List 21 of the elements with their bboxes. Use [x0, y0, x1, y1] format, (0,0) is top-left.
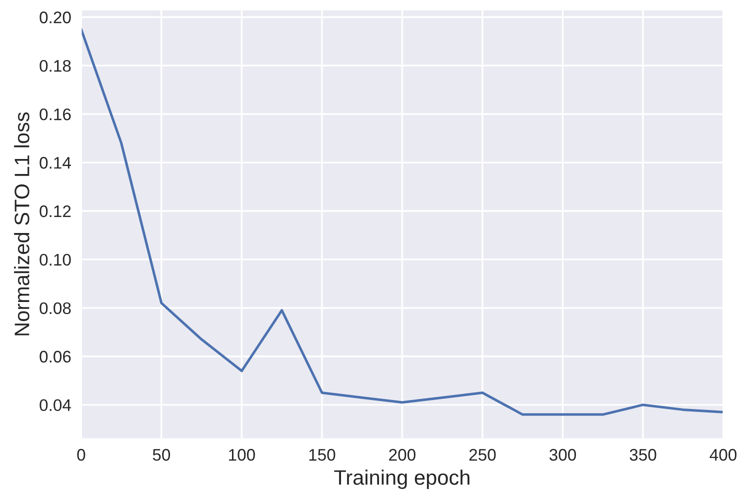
x-tick-label: 150	[309, 448, 336, 461]
y-tick-label: 0.20	[40, 12, 71, 24]
y-tick-label: 0.16	[40, 108, 71, 120]
x-tick-label: 0	[77, 448, 86, 461]
x-tick-label: 250	[469, 448, 496, 461]
x-axis-title: Training epoch	[334, 470, 470, 490]
y-tick-label: 0.10	[40, 254, 71, 266]
x-tick-label: 100	[229, 448, 255, 461]
y-tick-label: 0.08	[40, 302, 71, 314]
x-tick-label: 200	[389, 448, 416, 461]
x-tick-label: 300	[549, 448, 576, 461]
y-tick-label: 0.14	[40, 156, 71, 169]
y-tick-label: 0.18	[40, 60, 71, 72]
y-tick-label: 0.04	[40, 399, 71, 412]
x-tick-label: 400	[710, 448, 736, 461]
x-tick-label: 350	[630, 448, 656, 461]
x-tick-label: 50	[152, 448, 170, 461]
y-tick-label: 0.12	[40, 205, 71, 218]
y-tick-label: 0.06	[40, 350, 71, 363]
line-series	[81, 28, 724, 416]
y-axis-title: Normalized STO L1 loss	[14, 112, 30, 336]
